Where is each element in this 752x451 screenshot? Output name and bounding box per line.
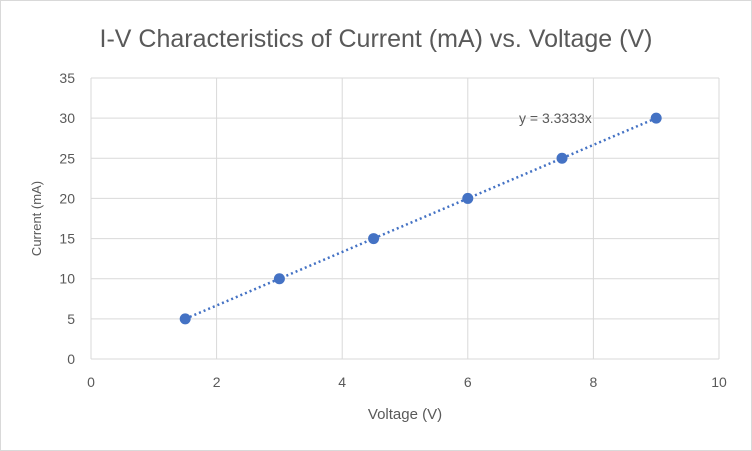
y-tick-label: 0 <box>67 351 75 367</box>
x-tick-label: 6 <box>464 374 472 390</box>
y-tick-label: 15 <box>59 231 75 247</box>
x-axis-ticks: 0 2 4 6 8 10 <box>87 374 727 390</box>
trendline-equation: y = 3.3333x <box>519 110 592 126</box>
y-tick-label: 10 <box>59 271 75 287</box>
x-axis-title: Voltage (V) <box>368 406 442 423</box>
x-tick-label: 2 <box>213 374 221 390</box>
data-point <box>273 273 285 285</box>
data-point <box>650 112 662 124</box>
data-point <box>556 152 568 164</box>
trendline <box>184 116 657 321</box>
x-tick-label: 0 <box>87 374 95 390</box>
y-tick-label: 35 <box>59 70 75 86</box>
x-tick-label: 8 <box>590 374 598 390</box>
data-point <box>462 192 474 204</box>
grid-lines <box>90 77 720 360</box>
y-tick-label: 25 <box>59 150 75 166</box>
data-point <box>179 313 191 325</box>
y-axis-title: Current (mA) <box>29 181 44 256</box>
y-axis-ticks: 0 5 10 15 20 25 30 35 <box>59 70 75 367</box>
chart-title: I-V Characteristics of Current (mA) vs. … <box>100 25 653 53</box>
y-tick-label: 30 <box>59 110 75 126</box>
y-tick-label: 20 <box>59 190 75 206</box>
x-tick-label: 4 <box>338 374 346 390</box>
data-point <box>368 233 380 245</box>
data-points <box>179 112 662 325</box>
y-tick-label: 5 <box>67 311 75 327</box>
x-tick-label: 10 <box>711 374 727 390</box>
